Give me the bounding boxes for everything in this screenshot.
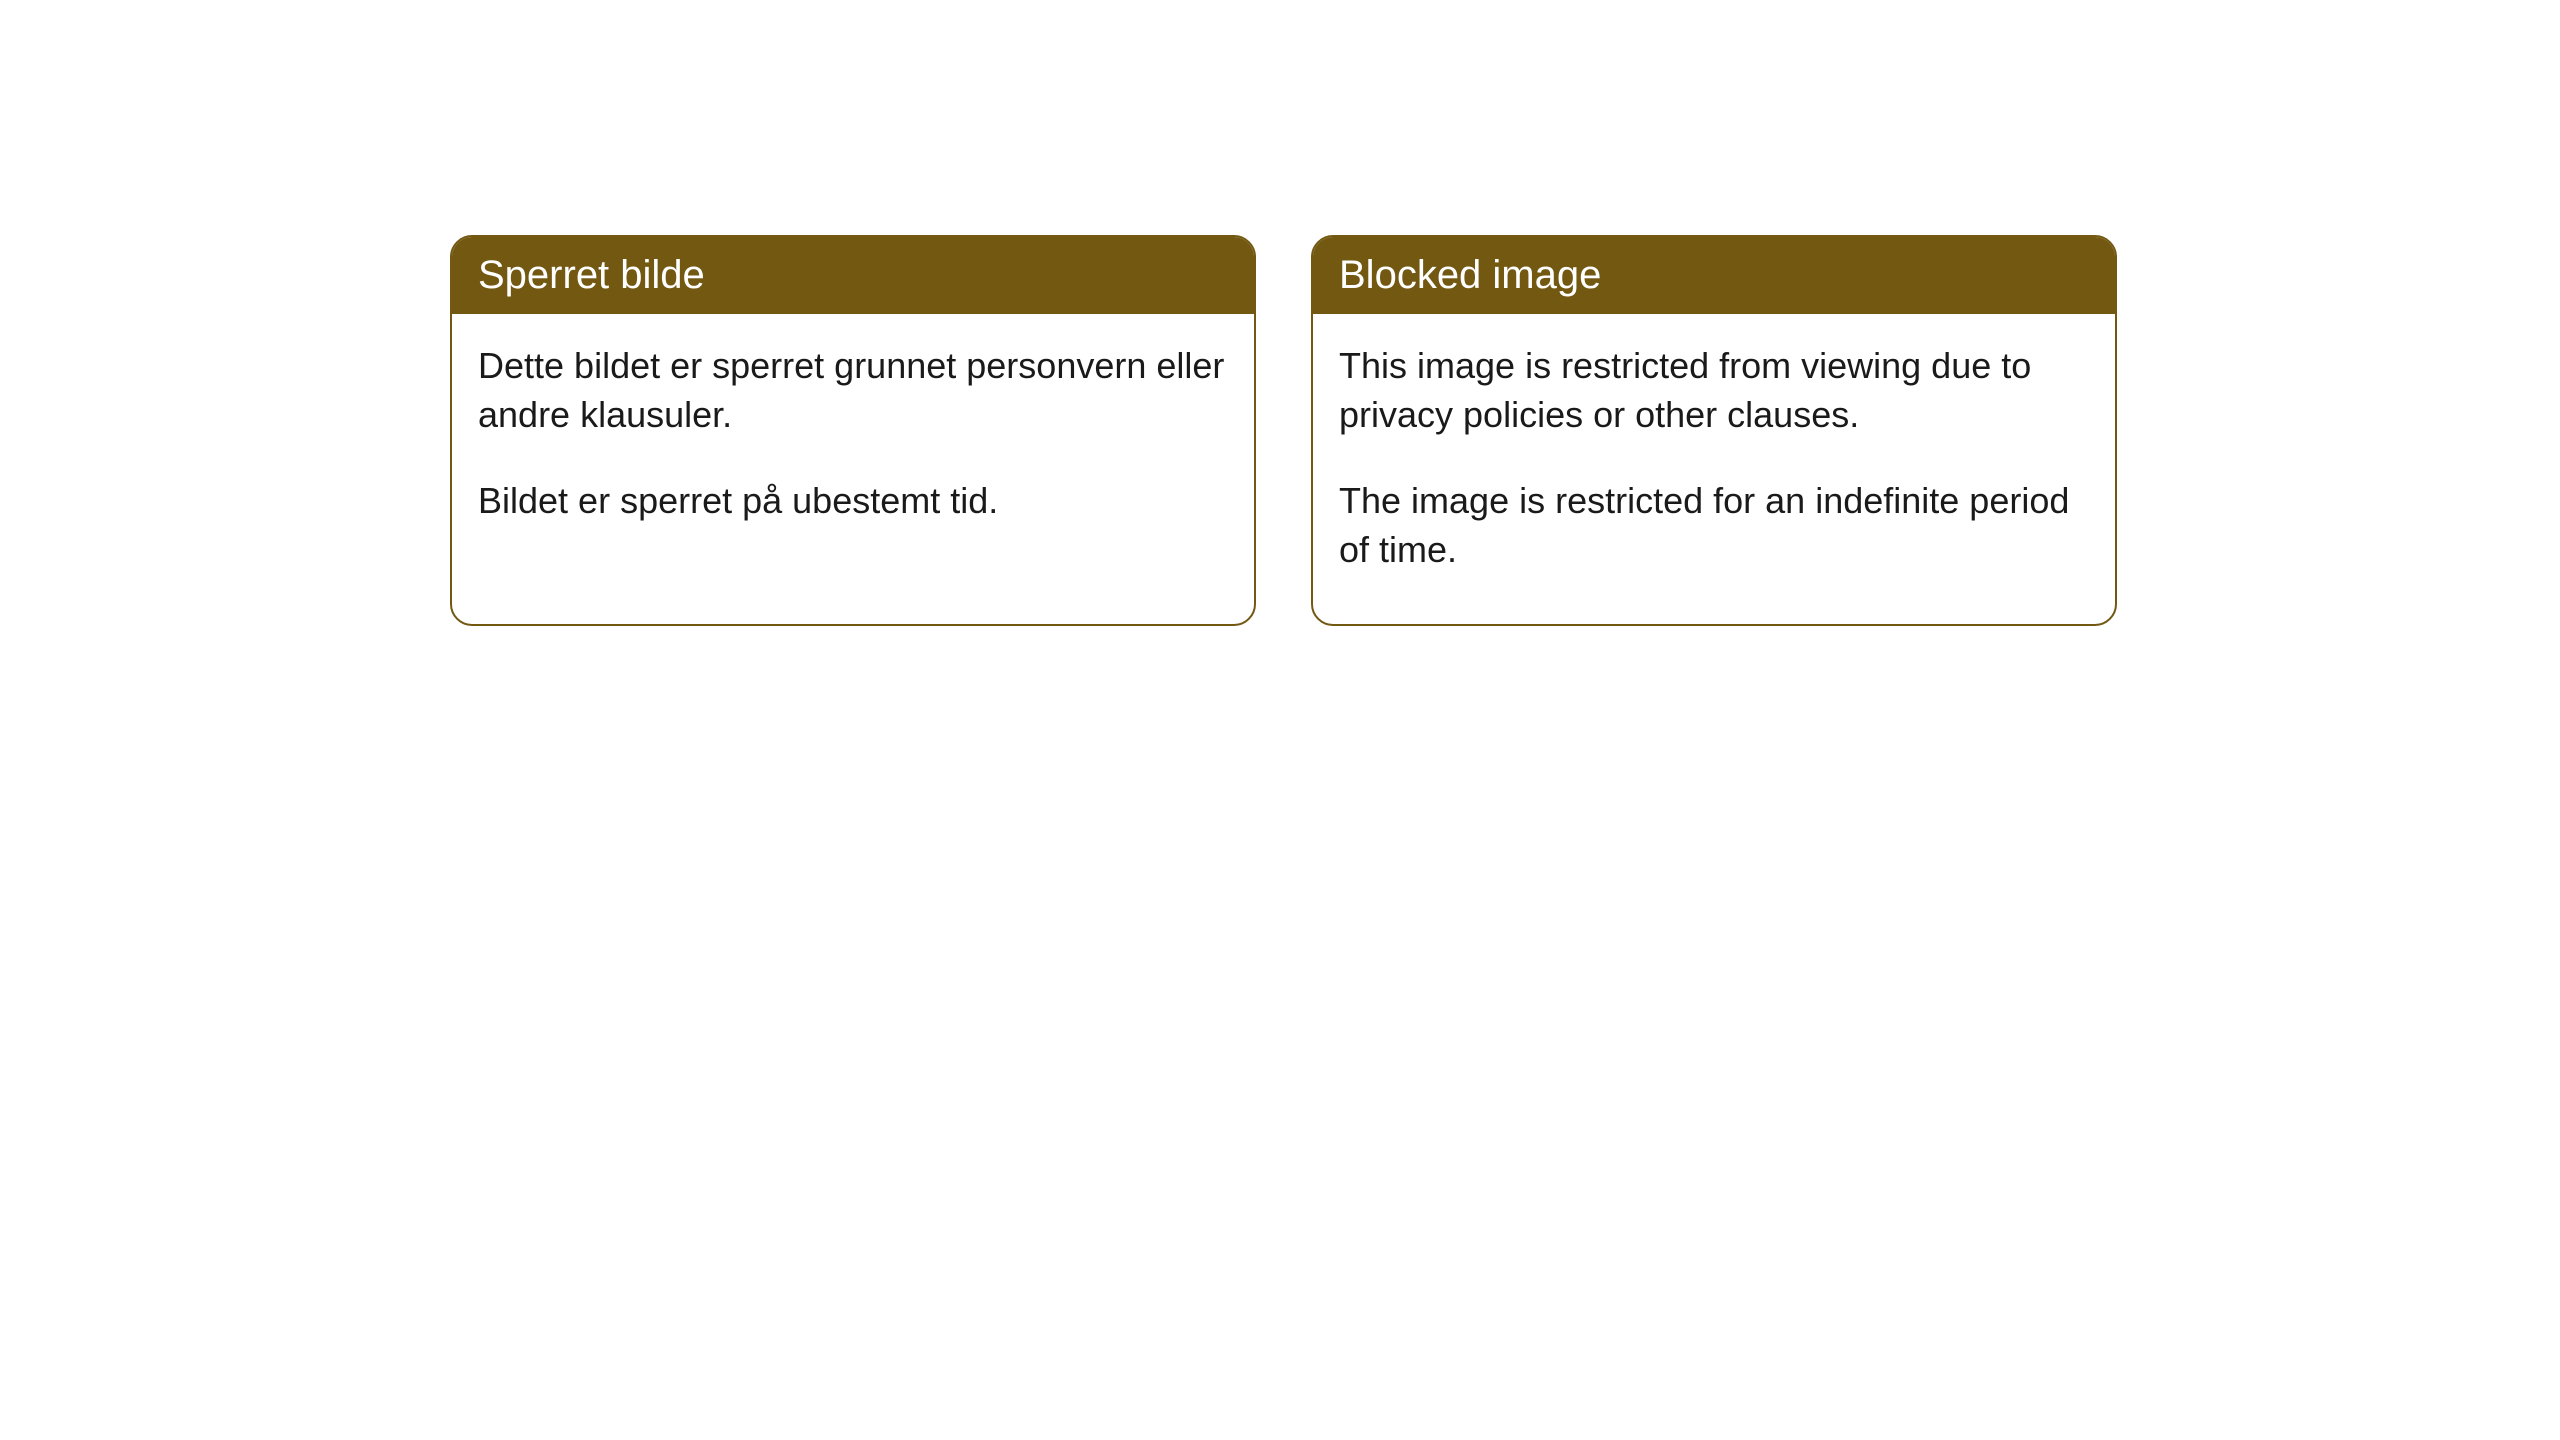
card-paragraph: This image is restricted from viewing du… — [1339, 342, 2089, 439]
notice-card-english: Blocked image This image is restricted f… — [1311, 235, 2117, 626]
card-paragraph: Dette bildet er sperret grunnet personve… — [478, 342, 1228, 439]
card-body: This image is restricted from viewing du… — [1313, 314, 2115, 624]
card-paragraph: The image is restricted for an indefinit… — [1339, 477, 2089, 574]
card-header: Blocked image — [1313, 237, 2115, 314]
card-paragraph: Bildet er sperret på ubestemt tid. — [478, 477, 1228, 526]
notice-card-norwegian: Sperret bilde Dette bildet er sperret gr… — [450, 235, 1256, 626]
card-body: Dette bildet er sperret grunnet personve… — [452, 314, 1254, 576]
card-header: Sperret bilde — [452, 237, 1254, 314]
notice-cards-container: Sperret bilde Dette bildet er sperret gr… — [0, 0, 2560, 626]
